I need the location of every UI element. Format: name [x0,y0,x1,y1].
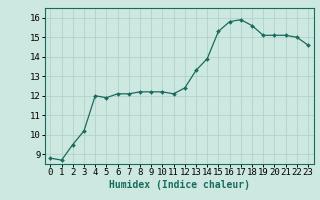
X-axis label: Humidex (Indice chaleur): Humidex (Indice chaleur) [109,180,250,190]
